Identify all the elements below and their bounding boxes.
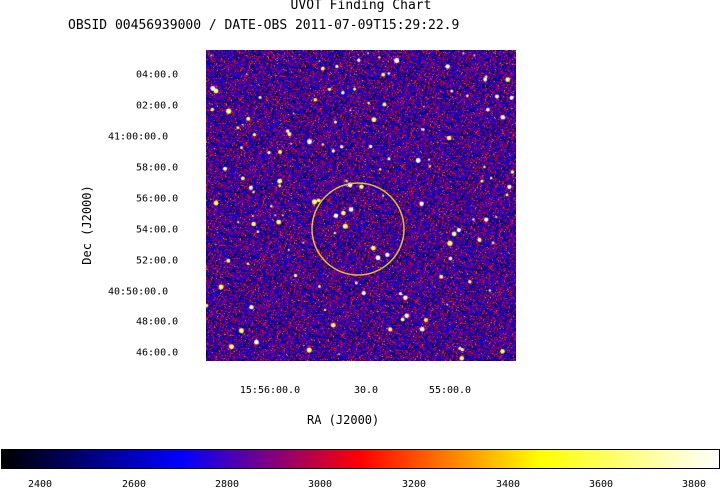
ra-tick-label: 30.0 [353,385,379,396]
colorbar-tick-label: 3600 [588,479,614,490]
colorbar-tick-label: 3800 [681,479,707,490]
x-axis-title: RA (J2000) [307,413,380,427]
dec-tick-label: 48:00.0 [136,316,179,328]
chart-subtitle: OBSID 00456939000 / DATE-OBS 2011-07-09T… [68,18,460,33]
y-axis-title: Dec (J2000) [80,185,94,265]
dec-tick-label: 04:00.0 [136,69,179,81]
ra-tick-label: 55:00.0 [428,385,472,396]
dec-tick-label: 46:00.0 [136,347,179,359]
dec-tick-label: 54:00.0 [136,224,179,236]
colorbar [1,449,720,469]
colorbar-tick-label: 2400 [27,479,53,490]
dec-tick-label: 56:00.0 [136,193,179,205]
dec-tick-label: 58:00.0 [136,162,179,174]
colorbar-tick-label: 2600 [121,479,147,490]
dec-tick-label: 41:00:00.0 [108,131,169,143]
dec-tick-label: 02:00.0 [136,100,179,112]
sky-image [206,50,516,361]
colorbar-tick-label: 3200 [401,479,427,490]
sky-noise-canvas [206,50,516,361]
colorbar-tick-label: 3000 [307,479,333,490]
source-region-circle [311,182,405,276]
ra-tick-label: 15:56:00.0 [239,385,301,396]
colorbar-tick-label: 2800 [214,479,240,490]
chart-title: UVOT Finding Chart [290,0,432,13]
dec-tick-label: 52:00.0 [136,255,179,267]
colorbar-tick-label: 3400 [495,479,521,490]
dec-tick-label: 40:50:00.0 [108,286,169,298]
image-overlay [311,182,405,276]
